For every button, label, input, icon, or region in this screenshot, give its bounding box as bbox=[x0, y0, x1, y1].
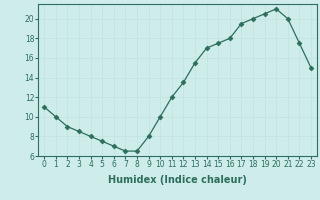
X-axis label: Humidex (Indice chaleur): Humidex (Indice chaleur) bbox=[108, 175, 247, 185]
